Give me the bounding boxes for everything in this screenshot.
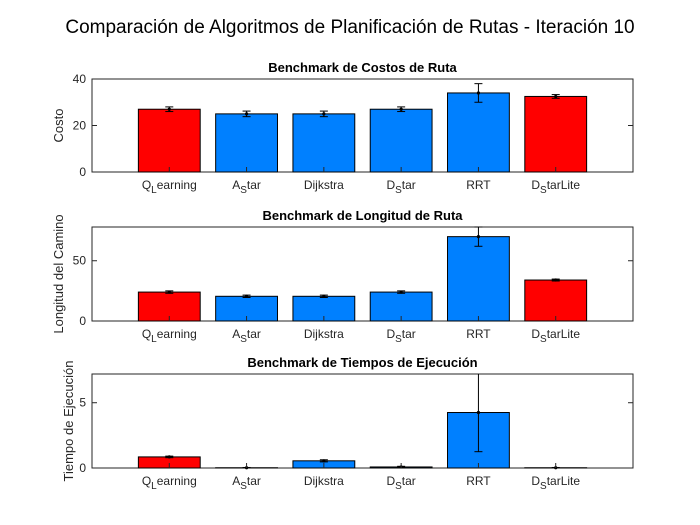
y-tick-label: 0 (79, 314, 86, 328)
x-tick-label: DStarLite (531, 474, 580, 492)
x-tick-label: DStar (386, 474, 415, 492)
mean-marker (167, 290, 171, 294)
bar (369, 108, 433, 173)
x-tick-label: DStar (386, 178, 415, 196)
x-tick-label: Dijkstra (304, 327, 344, 341)
bar (137, 108, 201, 173)
bar (215, 113, 278, 173)
mean-marker (476, 410, 481, 415)
y-axis-label: Tiempo de Ejecución (61, 361, 76, 482)
plot-area (91, 373, 634, 469)
mean-marker (399, 290, 403, 294)
x-tick-label: RRT (466, 327, 491, 341)
x-tick-label: AStar (232, 474, 261, 492)
mean-marker (476, 91, 481, 95)
x-tick-label: QLearning (142, 474, 197, 492)
mean-marker (167, 455, 171, 459)
chart-title: Benchmark de Costos de Ruta (268, 60, 457, 75)
chart-title: Benchmark de Tiempos de Ejecución (247, 355, 477, 370)
y-axis-label: Costo (51, 109, 66, 143)
mean-marker (244, 112, 249, 116)
x-tick-label: DStarLite (531, 327, 580, 345)
mean-marker (244, 294, 249, 298)
x-tick-label: Dijkstra (304, 474, 344, 488)
chart-panel-3: Benchmark de Tiempos de Ejecución Tiempo … (61, 355, 634, 492)
x-tick-label: DStar (386, 327, 415, 345)
bar (524, 279, 588, 322)
y-tick-label: 0 (79, 165, 86, 179)
mean-marker (399, 107, 403, 111)
mean-marker (554, 94, 558, 99)
y-tick-label: 0 (79, 461, 86, 475)
chart-panel-2: Benchmark de Longitud de Ruta Longitud de… (51, 208, 634, 345)
x-tick-label: Dijkstra (304, 178, 344, 192)
mean-marker (476, 235, 481, 239)
mean-marker (322, 112, 326, 116)
bar (447, 236, 510, 322)
x-tick-label: QLearning (142, 327, 197, 345)
mean-marker (554, 278, 558, 282)
chart-panels: Benchmark de Costos de Ruta Costo 0 20 40 QLe… (51, 60, 634, 492)
y-axis-label: Longitud del Camino (51, 214, 66, 333)
x-tick-label: RRT (466, 178, 491, 192)
x-tick-label: AStar (232, 178, 261, 196)
bar (524, 95, 588, 173)
x-tick-label: DStarLite (531, 178, 580, 196)
chart-panel-1: Benchmark de Costos de Ruta Costo 0 20 40 QLe… (51, 60, 634, 196)
y-tick-label: 50 (73, 254, 87, 268)
y-tick-label: 20 (73, 119, 87, 133)
mean-marker (322, 459, 326, 463)
x-tick-label: RRT (466, 474, 491, 488)
mean-marker (167, 107, 171, 111)
mean-marker (322, 294, 326, 298)
figure-title: Comparación de Algoritmos de Planificaci… (65, 17, 634, 38)
bar (292, 113, 356, 173)
bar (447, 92, 510, 173)
y-tick-label: 5 (79, 396, 86, 410)
chart-title: Benchmark de Longitud de Ruta (262, 208, 463, 223)
x-tick-label: QLearning (142, 178, 197, 196)
y-tick-label: 40 (73, 72, 87, 86)
x-tick-label: AStar (232, 327, 261, 345)
